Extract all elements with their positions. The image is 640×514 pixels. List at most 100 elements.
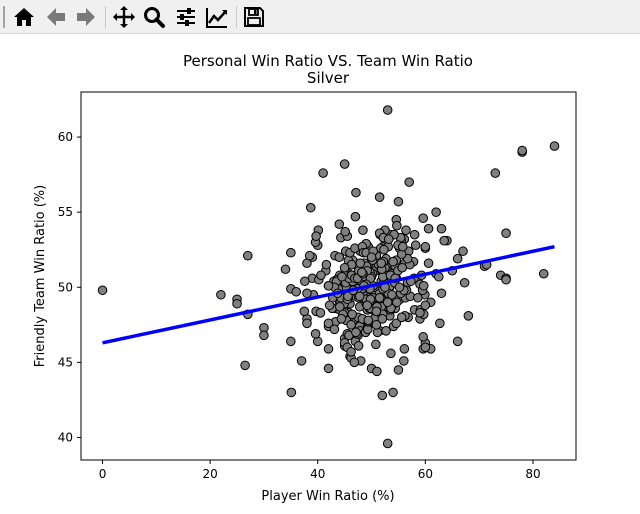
data-point [463, 311, 474, 321]
arrow-right-icon [77, 8, 95, 26]
y-tick-label: 60 [58, 130, 73, 144]
data-point [351, 327, 361, 338]
data-point [393, 365, 404, 375]
x-tick-label: 0 [99, 467, 107, 481]
data-point [304, 250, 315, 261]
data-point [420, 300, 431, 311]
x-tick-label: 60 [418, 467, 433, 481]
data-point [413, 292, 423, 303]
data-point [339, 159, 350, 169]
magnifier-icon [144, 7, 165, 28]
arrow-left-icon [47, 8, 65, 26]
data-point [387, 289, 397, 300]
data-point [372, 366, 382, 377]
data-point [420, 241, 431, 252]
data-point [339, 262, 350, 273]
data-point [382, 105, 393, 115]
data-point [376, 258, 387, 269]
data-point [415, 308, 425, 318]
data-point [423, 223, 434, 234]
data-point [418, 213, 428, 223]
data-point [374, 192, 385, 202]
data-point [310, 329, 321, 339]
data-point [286, 336, 296, 347]
floppy-disk-icon [244, 7, 264, 27]
data-point [391, 318, 402, 329]
data-point [291, 286, 302, 297]
data-point [346, 320, 356, 330]
back-button[interactable] [42, 3, 70, 31]
data-point [97, 285, 108, 296]
data-point [346, 347, 356, 357]
data-point [458, 246, 468, 257]
edit-axis-button[interactable] [203, 3, 231, 31]
x-axis-label: Player Win Ratio (%) [261, 489, 394, 504]
forward-button[interactable] [72, 3, 100, 31]
data-point [388, 256, 398, 267]
data-point [397, 262, 408, 273]
save-button[interactable] [240, 3, 268, 31]
data-point [394, 282, 405, 293]
chart-subtitle: Silver [307, 69, 350, 87]
data-point [371, 339, 381, 350]
x-axis: 0 20 40 60 80 [99, 460, 541, 481]
data-point [517, 145, 527, 156]
zoom-button[interactable] [140, 3, 168, 31]
data-point [399, 344, 410, 354]
line-chart-icon [206, 8, 227, 28]
y-tick-label: 40 [58, 430, 73, 444]
y-axis: 40 45 50 55 60 [58, 130, 81, 444]
data-point [382, 297, 393, 308]
y-tick-label: 55 [58, 205, 73, 219]
data-point [300, 276, 310, 287]
data-point [240, 360, 250, 371]
data-point [501, 228, 511, 238]
plot-area [81, 92, 576, 460]
data-point [423, 258, 434, 269]
data-point [404, 177, 415, 187]
data-point [538, 268, 549, 279]
data-point [334, 301, 345, 312]
data-point [401, 225, 411, 235]
data-point [357, 267, 367, 278]
data-point [381, 326, 391, 336]
data-point [315, 308, 326, 318]
home-icon [14, 8, 34, 26]
configure-subplots-button[interactable] [172, 3, 200, 31]
data-point [459, 277, 470, 288]
data-point [418, 332, 428, 342]
data-point [392, 297, 402, 308]
data-point [299, 306, 310, 317]
data-point [382, 438, 393, 449]
scatter-points [97, 105, 560, 449]
fit-line-layer [102, 244, 555, 345]
data-point [431, 207, 441, 217]
data-point [379, 244, 389, 255]
data-point [280, 264, 291, 275]
data-point [323, 363, 334, 374]
data-point [324, 300, 335, 311]
data-point [259, 330, 269, 341]
x-tick-label: 40 [310, 467, 325, 481]
fit-line [102, 244, 555, 345]
data-point [347, 309, 357, 320]
x-tick-label: 20 [202, 467, 217, 481]
scatter-chart: Personal Win Ratio VS. Team Win Ratio Si… [33, 52, 577, 504]
y-tick-label: 50 [58, 280, 73, 294]
home-button[interactable] [10, 3, 38, 31]
data-point [336, 314, 347, 324]
data-point [371, 306, 382, 317]
data-point [321, 259, 332, 270]
x-tick-label: 80 [525, 467, 540, 481]
data-point [351, 187, 361, 198]
data-point [386, 348, 396, 359]
data-point [318, 168, 328, 178]
move-icon [113, 6, 135, 28]
data-point [420, 342, 431, 353]
data-point [436, 288, 447, 299]
plot-frame [80, 91, 577, 461]
toolbar [0, 0, 640, 34]
data-point [393, 196, 404, 207]
pan-button[interactable] [110, 3, 138, 31]
data-point [388, 387, 398, 398]
